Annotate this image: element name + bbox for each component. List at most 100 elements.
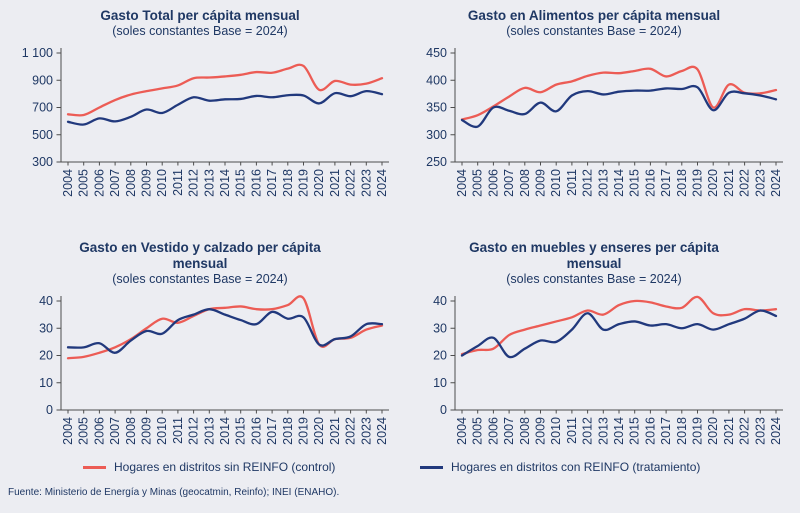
source-note: Fuente: Ministerio de Energía y Minas (g… — [8, 487, 340, 498]
legend-label-control: Hogares en distritos sin REINFO (control… — [114, 460, 336, 474]
x-tick-label: 2013 — [596, 417, 610, 445]
series-line-treatment — [66, 89, 384, 126]
x-tick-label: 2010 — [155, 169, 169, 197]
x-tick-label: 2012 — [187, 169, 201, 197]
legend-item-treatment: Hogares en distritos con REINFO (tratami… — [420, 458, 700, 476]
x-tick-label: 2011 — [565, 417, 579, 444]
x-tick-label: 2008 — [124, 417, 138, 445]
x-tick-label: 2008 — [518, 169, 532, 197]
x-tick-label: 2016 — [643, 417, 657, 445]
y-tick-label: 40 — [39, 294, 53, 308]
x-tick-label: 2021 — [722, 169, 736, 197]
y-tick-label: 1 100 — [22, 46, 53, 60]
x-tick-label: 2017 — [265, 417, 279, 445]
y-tick-label: 300 — [32, 155, 53, 169]
x-tick-label: 2007 — [502, 169, 516, 197]
x-tick-label: 2012 — [581, 417, 595, 445]
y-tick-label: 500 — [32, 128, 53, 142]
x-tick-label: 2019 — [297, 417, 311, 445]
x-tick-label: 2010 — [155, 417, 169, 445]
x-tick-label: 2016 — [249, 417, 263, 445]
y-tick-label: 700 — [32, 101, 53, 115]
chart-gasto-total: Gasto Total per cápita mensual (soles co… — [6, 8, 394, 211]
y-tick-label: 0 — [46, 403, 53, 417]
chart-gasto-alimentos: Gasto en Alimentos per cápita mensual (s… — [400, 8, 788, 211]
series-line-control — [460, 65, 778, 121]
x-tick-label: 2019 — [297, 169, 311, 197]
x-tick-label: 2020 — [312, 169, 326, 197]
chart-subtitle: (soles constantes Base = 2024) — [506, 24, 682, 38]
x-tick-label: 2009 — [534, 169, 548, 197]
series-line-treatment — [460, 84, 778, 129]
x-tick-label: 2013 — [202, 169, 216, 197]
x-tick-label: 2005 — [471, 417, 485, 445]
x-tick-label: 2012 — [187, 417, 201, 445]
x-tick-label: 2014 — [218, 417, 232, 445]
y-tick-label: 20 — [433, 349, 447, 363]
x-tick-label: 2015 — [234, 417, 248, 445]
x-tick-label: 2024 — [769, 169, 783, 197]
x-tick-label: 2006 — [486, 169, 500, 197]
x-tick-label: 2010 — [549, 417, 563, 445]
series-line-control — [460, 295, 778, 356]
y-tick-label: 400 — [426, 73, 447, 87]
x-tick-label: 2010 — [549, 169, 563, 197]
y-tick-label: 300 — [426, 128, 447, 142]
series-line-control — [66, 295, 384, 360]
x-tick-label: 2019 — [691, 417, 705, 445]
x-tick-label: 2005 — [77, 417, 91, 445]
x-tick-label: 2023 — [359, 169, 373, 197]
x-tick-label: 2020 — [706, 417, 720, 445]
y-tick-label: 10 — [39, 376, 53, 390]
chart-title: Gasto en muebles y enseres per cápita me… — [469, 240, 719, 271]
x-tick-label: 2015 — [628, 169, 642, 197]
x-tick-label: 2024 — [375, 169, 389, 197]
x-tick-label: 2008 — [124, 169, 138, 197]
y-tick-label: 30 — [433, 321, 447, 335]
chart-subtitle: (soles constantes Base = 2024) — [112, 24, 288, 38]
x-tick-label: 2006 — [92, 417, 106, 445]
x-tick-label: 2007 — [502, 417, 516, 445]
x-tick-label: 2021 — [722, 417, 736, 445]
series-line-control — [66, 63, 384, 117]
chart-title: Gasto Total per cápita mensual — [100, 8, 300, 23]
x-tick-label: 2017 — [265, 169, 279, 197]
x-tick-label: 2016 — [643, 169, 657, 197]
x-tick-label: 2018 — [675, 169, 689, 197]
x-tick-label: 2014 — [218, 169, 232, 197]
series-line-treatment — [66, 308, 384, 354]
x-tick-label: 2009 — [534, 417, 548, 445]
x-tick-label: 2018 — [281, 417, 295, 445]
y-tick-label: 250 — [426, 155, 447, 169]
x-tick-label: 2017 — [659, 417, 673, 445]
x-tick-label: 2020 — [706, 169, 720, 197]
legend-label-treatment: Hogares en distritos con REINFO (tratami… — [451, 460, 701, 474]
x-tick-label: 2020 — [312, 417, 326, 445]
y-tick-label: 10 — [433, 376, 447, 390]
chart-subtitle: (soles constantes Base = 2024) — [506, 272, 682, 286]
x-tick-label: 2004 — [61, 417, 75, 445]
y-tick-label: 0 — [440, 403, 447, 417]
legend-line-swatch-treatment — [420, 465, 443, 469]
x-tick-label: 2015 — [628, 417, 642, 445]
x-tick-label: 2011 — [171, 169, 185, 196]
x-tick-label: 2004 — [61, 169, 75, 197]
series-line-treatment — [460, 309, 778, 359]
x-tick-label: 2018 — [675, 417, 689, 445]
y-tick-label: 900 — [32, 73, 53, 87]
x-tick-label: 2005 — [77, 169, 91, 197]
y-tick-label: 450 — [426, 46, 447, 60]
x-tick-label: 2022 — [344, 169, 358, 197]
x-tick-label: 2023 — [359, 417, 373, 445]
x-tick-label: 2009 — [140, 417, 154, 445]
x-tick-label: 2023 — [753, 169, 767, 197]
legend-item-control: Hogares en distritos sin REINFO (control… — [83, 458, 335, 476]
x-tick-label: 2013 — [596, 169, 610, 197]
x-tick-label: 2024 — [769, 417, 783, 445]
y-tick-label: 20 — [39, 349, 53, 363]
x-tick-label: 2014 — [612, 417, 626, 445]
x-tick-label: 2022 — [344, 417, 358, 445]
x-tick-label: 2013 — [202, 417, 216, 445]
